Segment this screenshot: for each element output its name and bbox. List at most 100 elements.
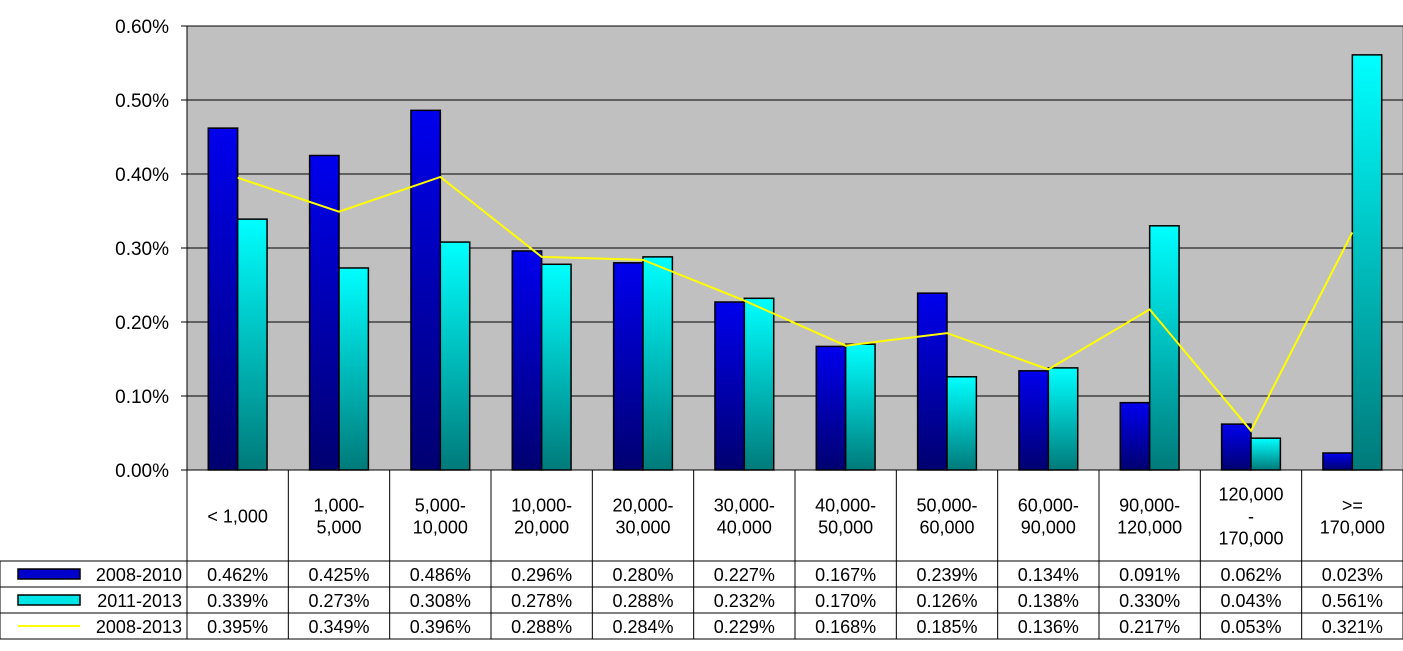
- bar-2008-2010-8: [1018, 370, 1050, 471]
- bar-2011-2013-8: [1047, 367, 1079, 471]
- bar-2008-2010-10: [1220, 423, 1252, 471]
- legend-key-2011-2013: [17, 594, 81, 606]
- category-label: 20,000-: [612, 496, 673, 516]
- category-label: 50,000: [818, 518, 873, 538]
- table-value: 0.425%: [308, 565, 369, 585]
- bar-2011-2013-10: [1250, 437, 1282, 471]
- bar-2011-2013-6: [844, 343, 876, 471]
- bar-2008-2010-11: [1322, 452, 1354, 471]
- y-tick-label: 0.40%: [115, 165, 169, 186]
- category-label: 10,000-: [511, 496, 572, 516]
- category-label: 90,000-: [1119, 496, 1180, 516]
- legend-label: 2011-2013: [97, 591, 182, 611]
- table-value: 0.308%: [410, 591, 471, 611]
- table-value: 0.486%: [410, 565, 471, 585]
- legend-key-2008-2010: [17, 568, 81, 580]
- legend-label: 2008-2013: [96, 617, 182, 637]
- category-label: 30,000: [615, 518, 670, 538]
- category-label: -: [1248, 507, 1254, 527]
- table-value: 0.280%: [612, 565, 673, 585]
- bar-2008-2010-9: [1119, 401, 1151, 471]
- bar-2008-2010-6: [815, 345, 847, 471]
- bar-2011-2013-9: [1148, 225, 1180, 471]
- category-label: 170,000: [1320, 518, 1385, 538]
- bar-2011-2013-11: [1351, 54, 1383, 471]
- table-value: 0.091%: [1119, 565, 1180, 585]
- table-value: 0.239%: [916, 565, 977, 585]
- y-tick-label: 0.20%: [115, 313, 169, 334]
- category-label: 40,000-: [815, 496, 876, 516]
- y-tick-label: 0.10%: [115, 387, 169, 408]
- y-tick-label: 0.30%: [115, 239, 169, 260]
- table-value: 0.185%: [916, 617, 977, 637]
- table-value: 0.273%: [308, 591, 369, 611]
- category-label: < 1,000: [207, 507, 268, 527]
- bar-2011-2013-1: [338, 267, 370, 471]
- y-axis: 0.00% 0.10% 0.20% 0.30% 0.40% 0.50% 0.60%: [115, 17, 188, 482]
- table-value: 0.284%: [612, 617, 673, 637]
- average-line: [237, 175, 1354, 433]
- table-value: 0.288%: [612, 591, 673, 611]
- table-value: 0.227%: [714, 565, 775, 585]
- category-label: 120,000: [1218, 485, 1283, 505]
- category-label: >=: [1342, 496, 1363, 516]
- bars: [207, 54, 1383, 471]
- category-label: 60,000-: [1018, 496, 1079, 516]
- bar-2008-2010-2: [410, 109, 442, 471]
- legend-label: 2008-2010: [96, 565, 182, 585]
- table-value: 0.217%: [1119, 617, 1180, 637]
- bar-2011-2013-5: [743, 297, 775, 471]
- table-value: 0.229%: [714, 617, 775, 637]
- table-value: 0.278%: [511, 591, 572, 611]
- table-value: 0.167%: [815, 565, 876, 585]
- table-value: 0.321%: [1322, 617, 1383, 637]
- bar-2008-2010-5: [714, 301, 746, 471]
- table-value: 0.561%: [1322, 591, 1383, 611]
- category-label: 50,000-: [916, 496, 977, 516]
- table-value: 0.395%: [207, 617, 268, 637]
- bar-2008-2010-3: [511, 250, 543, 471]
- table-value: 0.396%: [410, 617, 471, 637]
- category-label: 120,000: [1117, 518, 1182, 538]
- category-label: 5,000-: [415, 496, 466, 516]
- y-tick-label: 0.50%: [115, 91, 169, 112]
- category-label: 5,000: [316, 518, 361, 538]
- table-value: 0.330%: [1119, 591, 1180, 611]
- table-value: 0.296%: [511, 565, 572, 585]
- y-tick-label: 0.00%: [115, 461, 169, 482]
- table-value: 0.288%: [511, 617, 572, 637]
- bar-2011-2013-4: [642, 256, 674, 471]
- table-value: 0.136%: [1018, 617, 1079, 637]
- table-value: 0.023%: [1322, 565, 1383, 585]
- category-label: 170,000: [1218, 529, 1283, 549]
- category-label: 40,000: [717, 518, 772, 538]
- table-value: 0.232%: [714, 591, 775, 611]
- table-value: 0.053%: [1220, 617, 1281, 637]
- bar-2008-2010-4: [612, 262, 644, 471]
- category-label: 1,000-: [313, 496, 364, 516]
- category-label: 30,000-: [714, 496, 775, 516]
- table-value: 0.339%: [207, 591, 268, 611]
- bar-2011-2013-2: [439, 241, 471, 471]
- table-value: 0.062%: [1220, 565, 1281, 585]
- category-label: 90,000: [1021, 518, 1076, 538]
- table-value: 0.134%: [1018, 565, 1079, 585]
- bar-2008-2010-7: [916, 292, 948, 471]
- category-label: 60,000: [919, 518, 974, 538]
- bar-2011-2013-3: [540, 263, 572, 471]
- table-value: 0.126%: [916, 591, 977, 611]
- bar-2011-2013-7: [946, 376, 978, 471]
- line-2008-2013: [237, 175, 1354, 433]
- data-table: < 1,0001,000-5,0005,000-10,00010,000-20,…: [0, 469, 1403, 640]
- table-value: 0.170%: [815, 591, 876, 611]
- table-value: 0.462%: [207, 565, 268, 585]
- table-value: 0.043%: [1220, 591, 1281, 611]
- table-value: 0.349%: [308, 617, 369, 637]
- table-value: 0.168%: [815, 617, 876, 637]
- gridlines: [187, 25, 1403, 397]
- category-label: 20,000: [514, 518, 569, 538]
- category-label: 10,000: [413, 518, 468, 538]
- bar-2011-2013-0: [236, 218, 268, 471]
- table-value: 0.138%: [1018, 591, 1079, 611]
